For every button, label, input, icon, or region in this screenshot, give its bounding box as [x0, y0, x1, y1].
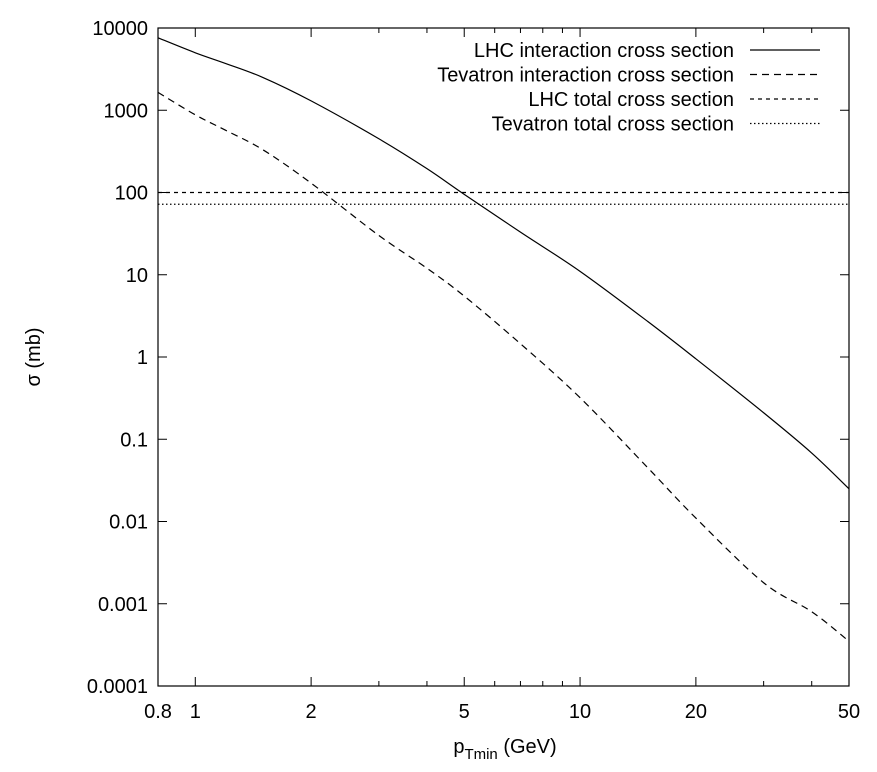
- legend-label: Tevatron interaction cross section: [437, 65, 734, 87]
- y-axis-label: σ (mb): [23, 327, 45, 386]
- x-tick-label: 2: [306, 701, 317, 723]
- series-line-1: [157, 37, 850, 490]
- y-tick-label: 0.1: [120, 429, 148, 451]
- y-tick-label: 10000: [92, 18, 148, 40]
- x-tick-label: 10: [569, 701, 591, 723]
- x-tick-label: 50: [838, 701, 860, 723]
- axis-ticks: 10000 1000 100 10 1 0.1 0.01 0.001 0.0001 0.8 1 2 5 1…: [87, 18, 860, 723]
- y-tick-label: 10: [126, 265, 148, 287]
- plot-frame: [157, 27, 850, 687]
- x-tick-label: 0.8: [144, 701, 172, 723]
- x-axis-label: pTmin (GeV): [453, 736, 556, 763]
- x-tick-label: 1: [190, 701, 201, 723]
- series-line-2: [157, 91, 850, 642]
- x-tick-label: 20: [685, 701, 707, 723]
- y-tick-label: 0.001: [98, 594, 148, 616]
- y-axis-title: σ (mb): [23, 327, 45, 386]
- y-tick-label: 1000: [104, 100, 149, 122]
- y-tick-label: 0.0001: [87, 676, 148, 698]
- plot-series: [157, 37, 850, 642]
- x-axis-title: pTmin (GeV): [453, 736, 556, 763]
- legend: LHC interaction cross section Tevatron in…: [437, 40, 820, 136]
- legend-label: Tevatron total cross section: [492, 114, 734, 136]
- x-tick-label: 5: [459, 701, 470, 723]
- y-tick-label: 1: [137, 347, 148, 369]
- legend-label: LHC total cross section: [528, 89, 734, 111]
- y-tick-label: 0.01: [109, 512, 148, 534]
- y-tick-label: 100: [115, 183, 148, 205]
- legend-label: LHC interaction cross section: [474, 40, 734, 62]
